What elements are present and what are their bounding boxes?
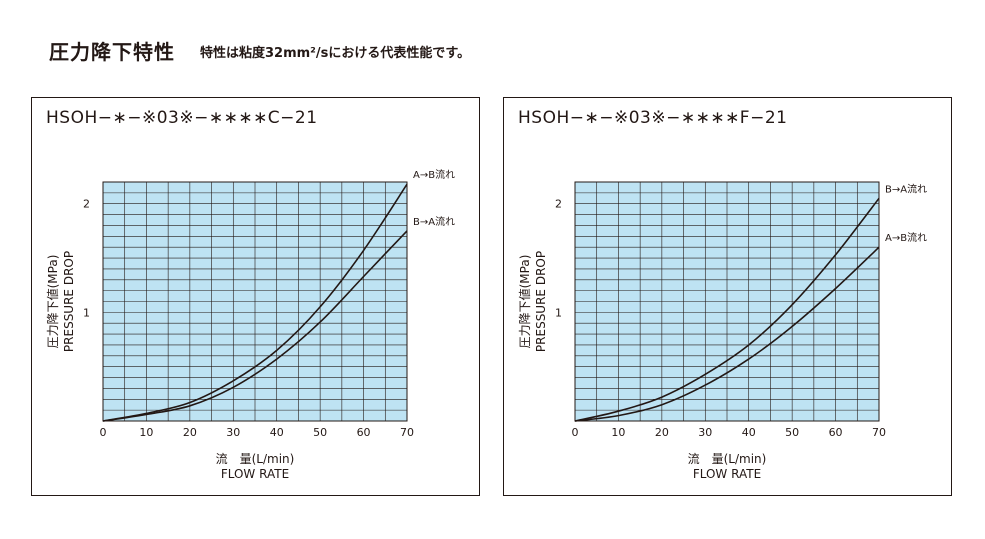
page-subtitle: 特性は粘度32mm²/sにおける代表性能です。 [200,46,471,61]
x-tick-label: 40 [270,426,284,439]
x-tick-label: 50 [785,426,799,439]
x-axis-label: FLOW RATE [221,467,289,481]
x-tick-label: 40 [742,426,756,439]
x-tick-label: 0 [572,426,579,439]
series-line [574,246,880,422]
x-tick-label: 70 [872,426,886,439]
x-tick-label: 60 [829,426,843,439]
series-label: B→A流れ [885,182,927,195]
x-tick-label: 20 [655,426,669,439]
series-label: A→B流れ [885,231,927,244]
pressure-drop-chart-f21: 0 10 20 30 40 50 60 70 1 2 流 量(L/min)FLOW RATE 圧力降下… [517,181,927,481]
series-line [102,183,408,422]
chart-panel-c21: HSOH−∗−※03※−∗∗∗∗C−21 0 10 20 30 40 50 60 70 1 2 流 … [31,97,480,496]
y-tick-label: 1 [83,306,90,319]
x-axis-label-jp: 流 量(L/min) [688,452,767,466]
x-tick-label: 0 [100,426,107,439]
y-axis-label: PRESSURE DROP [534,251,548,352]
series-label: A→B流れ [413,168,455,181]
x-tick-label: 10 [139,426,153,439]
chart-panel-f21: HSOH−∗−※03※−∗∗∗∗F−21 0 10 20 30 40 50 60 70 1 2 流 … [503,97,952,496]
series-line [102,230,408,422]
y-tick-label: 2 [83,198,90,211]
chart-title: HSOH−∗−※03※−∗∗∗∗C−21 [46,108,318,128]
y-axis-label: PRESSURE DROP [62,251,76,352]
x-tick-label: 50 [313,426,327,439]
series-label: B→A流れ [413,215,455,228]
x-tick-label: 70 [400,426,414,439]
x-tick-label: 30 [698,426,712,439]
plot-frame [102,181,408,422]
x-tick-label: 30 [226,426,240,439]
x-tick-label: 20 [183,426,197,439]
x-axis-label: FLOW RATE [693,467,761,481]
y-axis-label-jp: 圧力降下値(MPa) [45,255,60,349]
y-axis-label-jp: 圧力降下値(MPa) [517,255,532,349]
x-tick-label: 10 [611,426,625,439]
page-title: 圧力降下特性 [49,40,175,64]
x-axis-label-jp: 流 量(L/min) [216,452,295,466]
chart-title: HSOH−∗−※03※−∗∗∗∗F−21 [518,108,788,128]
x-tick-label: 60 [357,426,371,439]
y-tick-label: 1 [555,306,562,319]
pressure-drop-chart-c21: 0 10 20 30 40 50 60 70 1 2 流 量(L/min)FLOW RATE 圧力降下… [45,168,455,481]
y-tick-label: 2 [555,198,562,211]
plot-frame [574,181,880,422]
series-line [574,197,880,422]
